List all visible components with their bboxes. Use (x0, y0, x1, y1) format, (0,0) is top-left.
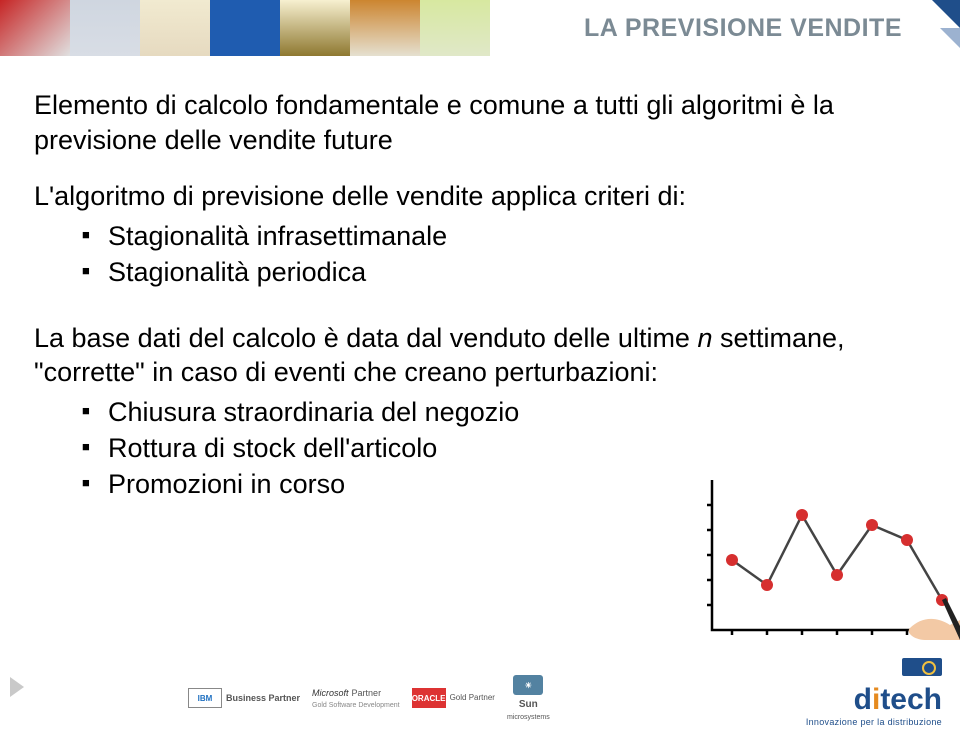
criteria-list: Stagionalità infrasettimanale Stagionali… (82, 218, 924, 291)
list-item: Chiusura straordinaria del negozio (82, 394, 924, 430)
ditech-logo: ditech Innovazione per la distribuzione (806, 658, 942, 727)
footer-arrow-icon (10, 677, 24, 697)
sun-logo: ☀ Sun microsystems (507, 675, 550, 721)
criteria-intro: L'algoritmo di previsione delle vendite … (34, 179, 924, 214)
list-item: Stagionalità infrasettimanale (82, 218, 924, 254)
list-item: Stagionalità periodica (82, 254, 924, 290)
page-title: LA PREVISIONE VENDITE (584, 14, 902, 43)
ibm-logo: IBM Business Partner (188, 688, 300, 708)
header-banner (0, 0, 490, 56)
microsoft-logo: Microsoft Partner Gold Software Developm… (312, 688, 400, 709)
partner-logos: IBM Business Partner Microsoft Partner G… (188, 675, 550, 721)
corner-decoration (932, 0, 960, 28)
list-item: Rottura di stock dell'articolo (82, 430, 924, 466)
intro-paragraph: Elemento di calcolo fondamentale e comun… (34, 88, 924, 157)
base-data-paragraph: La base dati del calcolo è data dal vend… (34, 321, 924, 390)
oracle-logo: ORACLE Gold Partner (412, 688, 495, 708)
corner-decoration-2 (940, 28, 960, 48)
footer: IBM Business Partner Microsoft Partner G… (0, 657, 960, 735)
slide-content: Elemento di calcolo fondamentale e comun… (34, 88, 924, 533)
trend-chart (700, 470, 960, 640)
